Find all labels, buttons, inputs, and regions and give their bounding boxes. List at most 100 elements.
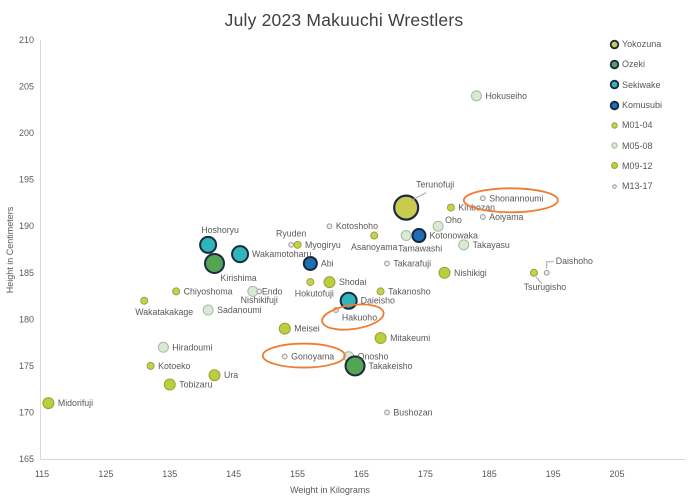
point-label-kotoshoho: Kotoshoho <box>336 221 378 231</box>
point-label-takarafuji: Takarafuji <box>393 258 431 268</box>
point-wakamotoharu <box>231 245 250 264</box>
x-axis-tick-label: 155 <box>290 469 305 479</box>
leader-line-tsurugisho <box>535 276 543 285</box>
x-axis-tick-label: 125 <box>98 469 113 479</box>
point-label-onosho: Onosho <box>358 352 389 362</box>
x-axis-tick-label: 165 <box>354 469 369 479</box>
point-label-shodai: Shodai <box>339 277 366 287</box>
legend-marker-circle <box>611 122 618 129</box>
point-shodai <box>323 276 336 289</box>
legend-marker-circle <box>612 183 617 189</box>
point-wakatakakage <box>140 296 149 305</box>
point-label-tsurugisho: Tsurugisho <box>524 282 567 292</box>
x-axis-tick-label: 135 <box>162 469 177 479</box>
point-label-abi: Abi <box>321 258 334 268</box>
point-ryuden <box>288 241 295 248</box>
point-bushozan <box>384 409 390 416</box>
point-kinbozan <box>446 203 455 212</box>
point-shonannoumi <box>479 195 486 202</box>
legend-label: M13-17 <box>622 181 653 192</box>
point-kirishima <box>204 252 225 274</box>
point-label-endo: Endo <box>262 286 283 296</box>
chart-title: July 2023 Makuuchi Wrestlers <box>224 10 464 30</box>
legend-marker-circle <box>609 59 620 70</box>
point-kotoshoho <box>326 223 333 230</box>
legend-marker-m05-08-icon <box>611 142 618 149</box>
point-mitakeumi <box>374 331 387 344</box>
legend-label: Yokozuna <box>622 39 662 50</box>
point-hokutofuji <box>306 278 315 287</box>
y-axis-tick-label: 190 <box>19 221 34 231</box>
plot-points <box>42 90 550 416</box>
point-label-meisei: Meisei <box>294 324 319 334</box>
point-label-asanoyama: Asanoyama <box>351 242 398 252</box>
point-tamawashi <box>400 230 412 242</box>
point-myogiryu <box>293 240 302 249</box>
point-label-nishikifuji: Nishikifuji <box>241 295 278 305</box>
point-label-kinbozan: Kinbozan <box>458 203 495 213</box>
y-axis-tick-label: 210 <box>19 35 34 45</box>
point-label-chiyoshoma: Chiyoshoma <box>184 286 233 296</box>
leader-line-daishoho <box>546 261 554 269</box>
point-label-ryuden: Ryuden <box>276 228 306 238</box>
x-axis-tick-label: 195 <box>546 469 561 479</box>
x-axis-tick-label: 145 <box>226 469 241 479</box>
point-asanoyama <box>370 231 379 240</box>
point-label-ura: Ura <box>224 370 238 380</box>
point-hokuseiho <box>470 90 482 102</box>
legend-item-yokozuna: Yokozuna <box>609 34 662 54</box>
point-label-takakeisho: Takakeisho <box>369 361 413 371</box>
y-axis-tick-label: 205 <box>19 82 34 92</box>
point-takanosho <box>376 287 385 296</box>
point-hiradoumi <box>157 341 169 353</box>
annotation-ellipse-shonannoumi <box>462 187 559 214</box>
point-label-gonoyama: Gonoyama <box>291 352 334 362</box>
legend-item-m01-04: M01-04 <box>609 115 662 135</box>
point-label-daieisho: Daieisho <box>361 296 395 306</box>
point-oho <box>432 220 444 232</box>
legend-marker-circle <box>611 162 618 170</box>
point-label-wakamotoharu: Wakamotoharu <box>252 249 311 259</box>
legend-marker-circle <box>611 142 618 149</box>
point-kotonowaka <box>411 228 427 244</box>
point-terunofuji <box>393 194 420 221</box>
legend-item-ozeki: Ozeki <box>609 54 662 74</box>
point-nishikifuji <box>256 288 263 295</box>
point-aoiyama <box>479 214 486 220</box>
x-axis-tick-label: 205 <box>609 469 624 479</box>
point-label-hoshoryu: Hoshoryu <box>201 225 239 235</box>
x-axis-tick-label: 175 <box>418 469 433 479</box>
point-daishoho <box>543 269 550 276</box>
point-label-aoiyama: Aoiyama <box>489 212 523 222</box>
annotation-ellipse-hakuoho <box>321 303 385 331</box>
legend-marker-circle <box>609 80 620 90</box>
y-axis-tick-label: 175 <box>19 361 34 371</box>
point-label-tobizaru: Tobizaru <box>179 380 212 390</box>
point-nishikigi <box>438 266 451 279</box>
point-label-hakuoho: Hakuoho <box>342 312 377 322</box>
legend-label: Komusubi <box>622 100 663 111</box>
y-axis-tick-label: 185 <box>19 268 34 278</box>
point-label-terunofuji: Terunofuji <box>416 180 454 190</box>
legend-label: M01-04 <box>622 120 653 131</box>
point-label-hokutofuji: Hokutofuji <box>295 289 334 299</box>
plot-point-labels: Hokuseiho Terunofuji ShonannoumiKinbozanAo… <box>58 91 593 418</box>
point-label-takanosho: Takanosho <box>388 286 431 296</box>
point-midorifuji <box>42 397 55 410</box>
y-axis-tick-label: 195 <box>19 175 34 185</box>
point-gonoyama <box>281 353 288 360</box>
point-label-nishikigi: Nishikigi <box>454 268 487 278</box>
plot-axes: 115 125 135 145 155 165 175 185 195 205 165 170 175 1… <box>19 35 686 479</box>
legend-item-sekiwake: Sekiwake <box>609 75 662 95</box>
point-label-hokuseiho: Hokuseiho <box>485 91 527 101</box>
point-takakeisho <box>344 355 366 377</box>
y-axis-tick-label: 165 <box>19 454 34 464</box>
point-hoshoryu <box>199 235 218 254</box>
legend-marker-ozeki-icon <box>609 59 620 70</box>
point-label-kirishima: Kirishima <box>221 273 257 283</box>
legend-marker-m01-04-icon <box>611 122 618 129</box>
legend-label: M09-12 <box>622 160 653 171</box>
legend-item-m13-17: M13-17 <box>609 176 662 196</box>
